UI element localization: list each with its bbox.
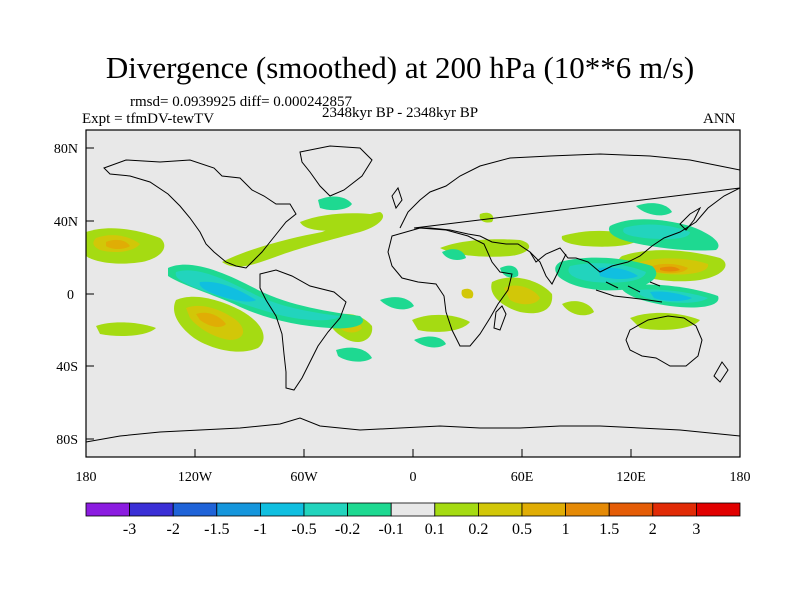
colorbar-label: 1 [562, 521, 570, 538]
coastline-madagascar [493, 305, 507, 331]
coastline-india [529, 251, 567, 285]
axis-ticks [85, 147, 741, 457]
negative-contour [199, 281, 256, 302]
coastline-eurasia [399, 153, 740, 273]
lat-tick-label: 80N [54, 142, 78, 157]
colorbar-swatch [477, 502, 523, 517]
colorbar-label: 0.1 [425, 521, 445, 538]
colorbar-swatch [608, 502, 654, 517]
coastline-new-zealand [713, 361, 729, 383]
colorbar-swatch [652, 502, 697, 517]
negative-contour [598, 267, 638, 279]
lat-tick-label: 40N [54, 215, 78, 230]
negative-contour [623, 224, 690, 240]
positive-contour [106, 239, 130, 249]
coastlines [86, 145, 740, 443]
experiment-label: Expt = tfmDV-tewTV [82, 111, 215, 127]
positive-contour [630, 312, 700, 330]
negative-contour [318, 196, 352, 211]
negative-contour [380, 297, 414, 310]
coastline-south-america [259, 269, 347, 391]
lon-tick-label: 180 [730, 470, 751, 485]
colorbar-swatch [303, 502, 348, 517]
colorbar-swatch [129, 502, 174, 517]
colorbar-swatch [216, 502, 261, 517]
positive-contour [300, 213, 373, 231]
coastline-north-america [103, 159, 297, 269]
plot-title: Divergence (smoothed) at 200 hPa (10**6 … [105, 50, 695, 85]
colorbar-label: 1.5 [599, 521, 619, 538]
positive-contour [196, 312, 226, 327]
coastline-greenland [299, 145, 373, 197]
colorbar-swatch [347, 502, 392, 517]
lat-tick-label: 40S [56, 360, 78, 375]
colorbar-label: -2 [167, 521, 180, 538]
colorbar-swatch [434, 502, 479, 517]
lon-tick-label: 0 [410, 470, 417, 485]
colorbar-swatch [259, 502, 305, 517]
colorbar: -3 -2 -1.5 -1 -0.5 -0.2 -0.1 0.1 0.2 0.5 1 1.5 2 3 [85, 502, 741, 538]
negative-contour [175, 270, 340, 321]
coastline-australia [625, 315, 703, 367]
positive-contour [461, 288, 474, 299]
season-label: ANN [703, 111, 736, 127]
colorbar-label: -1 [254, 521, 267, 538]
negative-contour [442, 249, 466, 260]
positive-contour [412, 314, 470, 332]
coastline-indonesia [595, 281, 663, 303]
lon-tick-label: 60E [511, 470, 534, 485]
colorbar-label: 2 [649, 521, 657, 538]
colorbar-swatch [565, 502, 610, 517]
colorbar-swatch [696, 502, 741, 517]
positive-contour [660, 266, 680, 272]
lon-tick-label: 120E [616, 470, 646, 485]
positive-contour [562, 301, 594, 316]
stats-line: rmsd= 0.0939925 diff= 0.000242857 [130, 94, 353, 110]
negative-contour [414, 336, 446, 348]
lat-tick-label: 0 [67, 288, 74, 303]
divergence-field [86, 196, 726, 362]
period-label: 2348kyr BP - 2348kyr BP [322, 105, 479, 121]
negative-contour [500, 265, 519, 278]
positive-contour [479, 212, 494, 223]
colorbar-swatch [521, 502, 566, 517]
positive-contour [504, 285, 540, 305]
coastline-uk [391, 186, 403, 210]
colorbar-swatch [85, 502, 130, 517]
coastline-africa [387, 227, 513, 347]
colorbar-swatch [390, 502, 436, 517]
negative-contour [650, 291, 692, 301]
coastline-japan [679, 206, 702, 231]
lon-tick-label: 120W [178, 470, 213, 485]
negative-contour [636, 203, 672, 216]
colorbar-label: -0.1 [379, 521, 404, 538]
negative-contour [336, 347, 372, 362]
positive-contour [96, 322, 156, 336]
colorbar-label: 3 [692, 521, 700, 538]
lat-tick-label: 80S [56, 433, 78, 448]
colorbar-label: -3 [123, 521, 136, 538]
colorbar-label: 0.2 [468, 521, 488, 538]
lon-tick-label: 180 [76, 470, 97, 485]
colorbar-swatch [172, 502, 218, 517]
lon-tick-label: 60W [290, 470, 318, 485]
colorbar-label: -0.2 [335, 521, 360, 538]
colorbar-label: -0.5 [291, 521, 316, 538]
coastline-antarctica [86, 417, 740, 443]
colorbar-label: -1.5 [204, 521, 229, 538]
colorbar-label: 0.5 [512, 521, 532, 538]
